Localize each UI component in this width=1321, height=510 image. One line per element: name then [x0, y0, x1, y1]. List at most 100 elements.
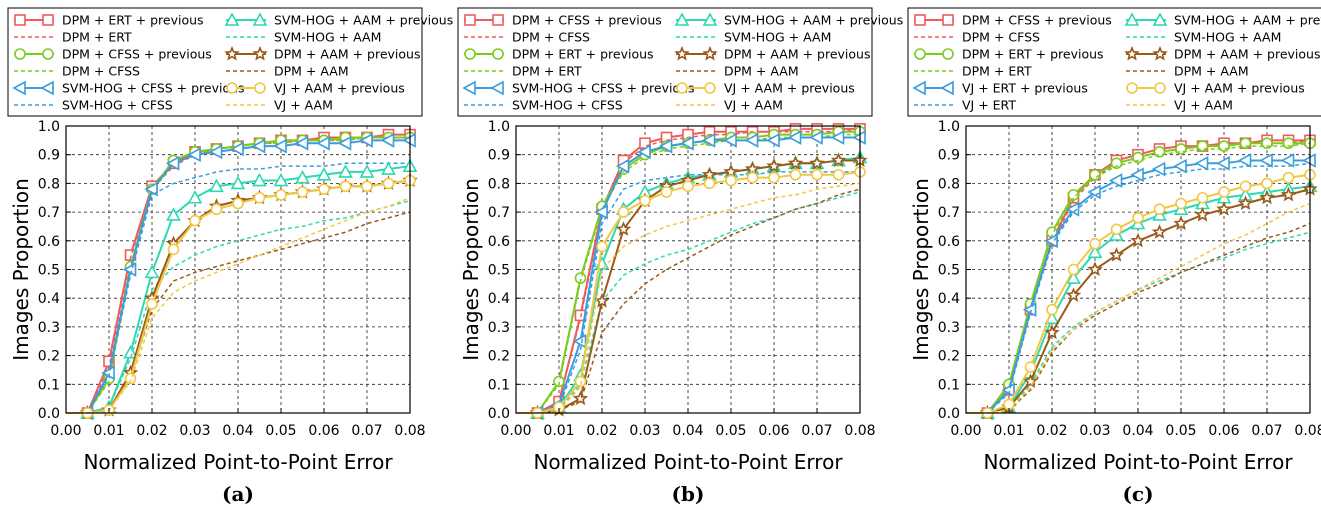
legend-marker [676, 82, 688, 94]
y-tick-label: 1.0 [38, 119, 60, 135]
legend-label: DPM + CFSS + previous [512, 13, 662, 28]
series-point [725, 174, 737, 187]
series-point [744, 160, 761, 176]
series-line [516, 188, 861, 414]
legend-marker [40, 80, 54, 96]
series-point [639, 194, 651, 207]
legend-item: DPM + ERT + previous [14, 13, 204, 28]
legend-item: DPM + CFSS + previous [914, 13, 1112, 28]
y-tick-label: 0.7 [488, 205, 510, 221]
y-tick-label: 1.0 [488, 119, 510, 135]
series-point [251, 138, 266, 154]
legend-item: VJ + AAM [676, 98, 783, 113]
series-point [789, 168, 802, 181]
series-point [1067, 189, 1080, 201]
series-8 [966, 181, 1318, 420]
series-9 [966, 222, 1311, 414]
panel-caption: (c) [1122, 482, 1153, 506]
legend-item: SVM-HOG + AAM [226, 30, 381, 45]
x-tick-label: 0.00 [50, 423, 81, 439]
series-point [165, 155, 180, 171]
series-point [1259, 189, 1275, 205]
series-point [1065, 201, 1080, 217]
series-point [1153, 203, 1166, 216]
series-point [1087, 184, 1101, 200]
y-tick-label: 0.5 [488, 263, 510, 279]
series-point [787, 130, 802, 145]
legend-item: DPM + CFSS + previous [464, 13, 662, 28]
series-7 [966, 231, 1311, 414]
series-point [209, 178, 224, 193]
series-line [66, 162, 410, 414]
series-point [253, 191, 266, 204]
series-point [1173, 215, 1189, 231]
y-tick-label: 0.7 [38, 205, 60, 221]
y-tick-label: 0.1 [938, 377, 960, 393]
legend-marker [1152, 45, 1168, 61]
y-tick-label: 0.0 [938, 406, 960, 422]
series-point [1003, 398, 1015, 411]
series-point [1110, 223, 1123, 236]
series-line [966, 231, 1311, 414]
y-tick-label: 0.9 [488, 148, 510, 164]
legend-marker [914, 48, 926, 60]
series-point [596, 240, 608, 253]
series-point [703, 177, 716, 190]
legend-item: SVM-HOG + AAM + previous [674, 12, 903, 28]
legend-label: SVM-HOG + AAM [724, 30, 831, 45]
y-tick-label: 0.3 [38, 320, 60, 336]
y-tick-label: 0.6 [488, 234, 510, 250]
series-point [381, 161, 396, 175]
legend-label: DPM + ERT [62, 30, 132, 45]
y-tick-label: 0.6 [938, 234, 960, 250]
legend-marker [942, 14, 954, 26]
series-point [746, 171, 759, 184]
series-point [811, 168, 823, 181]
series-6 [66, 158, 418, 419]
legend-item: SVM-HOG + AAM [676, 30, 831, 45]
chart-b-svg: 0.00 0.01 0.02 0.03 0.04 0.05 0.06 0.07 0.08 0.0 0… [457, 7, 903, 506]
series-9 [66, 211, 411, 414]
series-3 [966, 142, 1311, 414]
x-axis-label: Normalized Point-to-Point Error [533, 450, 843, 474]
series-point [830, 152, 847, 167]
x-tick-label: 0.01 [543, 423, 574, 439]
series-point [1216, 201, 1232, 216]
legend-item: DPM + AAM [676, 64, 799, 79]
x-tick-label: 0.01 [93, 423, 124, 439]
series-point [1024, 361, 1037, 373]
legend-label: DPM + AAM [1174, 64, 1249, 79]
y-tick-label: 0.2 [38, 349, 60, 365]
x-tick-label: 0.00 [500, 423, 531, 439]
chart-panel-c: 0.00 0.01 0.02 0.03 0.04 0.05 0.06 0.07 0.08 0.0 0… [900, 0, 1321, 510]
legend-item: VJ + AAM [1126, 98, 1233, 113]
x-tick-label: 0.05 [715, 423, 746, 439]
legend: DPM + CFSS + previous DPM + CFSS DPM + ERT… [457, 7, 903, 117]
legend-marker [940, 80, 954, 96]
x-tick-label: 0.03 [1079, 423, 1110, 439]
legend-item: DPM + ERT [914, 64, 1032, 79]
legend-marker [674, 45, 690, 61]
series-point [275, 189, 287, 201]
series-point [574, 375, 587, 388]
y-tick-label: 0.4 [38, 291, 60, 307]
series-point [1175, 197, 1187, 210]
legend-marker [1154, 82, 1166, 94]
series-point [189, 214, 201, 227]
series-5 [516, 171, 860, 414]
y-tick-label: 0.1 [488, 377, 510, 393]
series-point [809, 155, 825, 170]
grid [65, 125, 411, 414]
series-11 [516, 182, 861, 414]
series-point [617, 206, 630, 218]
legend-marker [462, 80, 476, 96]
series-point [1132, 151, 1144, 164]
y-tick-label: 0.5 [38, 263, 60, 279]
series-point [187, 190, 203, 204]
legend-label: VJ + ERT [962, 98, 1016, 113]
legend-label: DPM + AAM [274, 64, 349, 79]
series-point [615, 158, 630, 174]
legend-marker [704, 82, 716, 94]
series-point [594, 292, 610, 308]
legend-marker [254, 82, 266, 94]
